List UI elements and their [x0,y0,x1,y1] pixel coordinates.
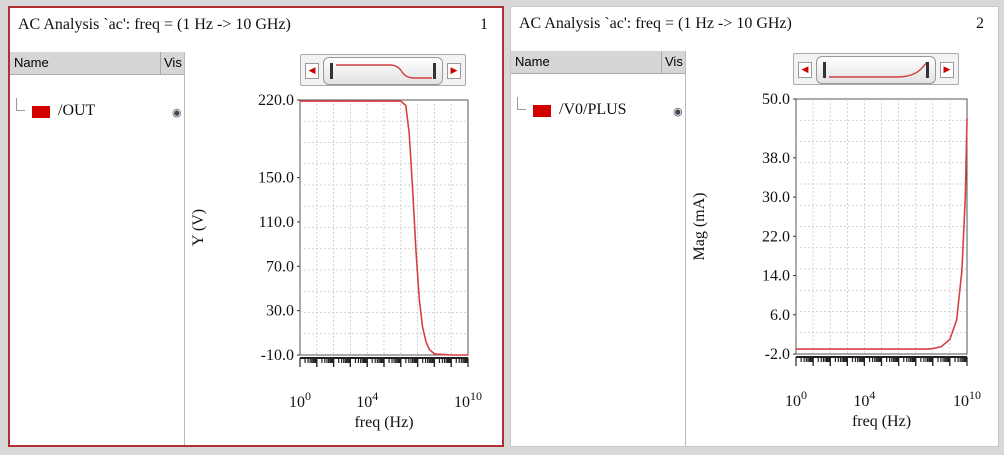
column-header-visible[interactable]: Vis [661,51,685,73]
x-tick-label: 1010 [454,389,482,411]
scroll-right-arrow-icon[interactable]: ▶ [940,62,954,78]
column-header-name[interactable]: Name [515,54,550,69]
chart-plot-2[interactable]: 50.0 38.0 30.0 22.0 14.0 6.0 -2.0 100 104 1010 fre… [511,7,1000,448]
zoom-handle[interactable] [323,57,443,85]
y-tick-label: 150.0 [258,170,294,187]
scroll-left-arrow-icon[interactable]: ◀ [798,62,812,78]
y-axis-label: Y (V) [190,209,207,246]
y-tick-label: 30.0 [266,303,294,320]
panel-number: 2 [976,15,984,32]
y-tick-label: 30.0 [762,189,790,206]
y-tick-label: 6.0 [770,307,790,324]
signal-name: /V0/PLUS [559,101,627,118]
x-tick-label: 104 [853,388,875,410]
y-axis-label: Mag (mA) [691,193,708,261]
eye-icon[interactable]: ◉ [673,106,683,118]
tree-connector [517,97,526,110]
x-tick-label: 1010 [953,388,981,410]
y-tick-label: 70.0 [266,258,294,275]
zoom-handle[interactable] [816,56,936,84]
y-tick-label: 38.0 [762,150,790,167]
eye-icon[interactable]: ◉ [172,107,182,119]
zoom-handle-right-grip[interactable] [433,63,436,79]
scroll-right-arrow-icon[interactable]: ▶ [447,63,461,79]
signal-color-swatch [533,105,551,117]
x-tick-label: 100 [785,388,807,410]
column-header-name[interactable]: Name [14,55,49,70]
scroll-left-arrow-icon[interactable]: ◀ [305,63,319,79]
browser-header: Name Vis [10,52,184,75]
tree-connector [16,98,25,111]
y-tick-label: 110.0 [259,214,294,231]
zoom-handle-left-grip[interactable] [823,62,826,78]
x-tick-label: 100 [289,389,311,411]
panel-number: 1 [480,16,488,33]
browser-header: Name Vis [511,51,685,74]
signal-browser: Name Vis /V0/PLUS ◉ [511,51,686,446]
zoom-preview-curve [829,61,928,78]
column-header-visible[interactable]: Vis [160,52,184,74]
signal-row-out[interactable]: /OUT ◉ [10,98,184,124]
y-tick-label: -10.0 [261,347,294,364]
y-tick-label: 14.0 [762,268,790,285]
signal-browser: Name Vis /OUT ◉ [10,52,185,445]
zoom-preview-curve [336,64,432,79]
zoom-slider[interactable]: ◀ ▶ [793,53,959,85]
signal-color-swatch [32,106,50,118]
zoom-handle-left-grip[interactable] [330,63,333,79]
x-tick-label: 104 [356,389,378,411]
signal-name: /OUT [58,102,96,119]
waveform-panel-2[interactable]: AC Analysis `ac': freq = (1 Hz -> 10 GHz… [510,6,999,447]
series-line-0[interactable] [300,100,468,356]
panel-title: AC Analysis `ac': freq = (1 Hz -> 10 GHz… [519,15,792,32]
panel-title: AC Analysis `ac': freq = (1 Hz -> 10 GHz… [18,16,291,33]
series-line-1[interactable] [796,118,968,350]
x-axis-label: freq (Hz) [354,414,413,431]
chart-plot-1[interactable]: 220.0 150.0 110.0 70.0 30.0 -10.0 100 104 1010 fr… [10,8,506,449]
y-tick-label: 50.0 [762,91,790,108]
signal-row-v0-plus[interactable]: /V0/PLUS ◉ [511,97,685,123]
x-axis-label: freq (Hz) [852,413,911,430]
zoom-handle-right-grip[interactable] [926,62,929,78]
zoom-slider[interactable]: ◀ ▶ [300,54,466,86]
waveform-panel-1[interactable]: AC Analysis `ac': freq = (1 Hz -> 10 GHz… [8,6,504,447]
y-tick-label: 22.0 [762,228,790,245]
y-tick-label: 220.0 [258,92,294,109]
y-tick-label: -2.0 [765,346,790,363]
